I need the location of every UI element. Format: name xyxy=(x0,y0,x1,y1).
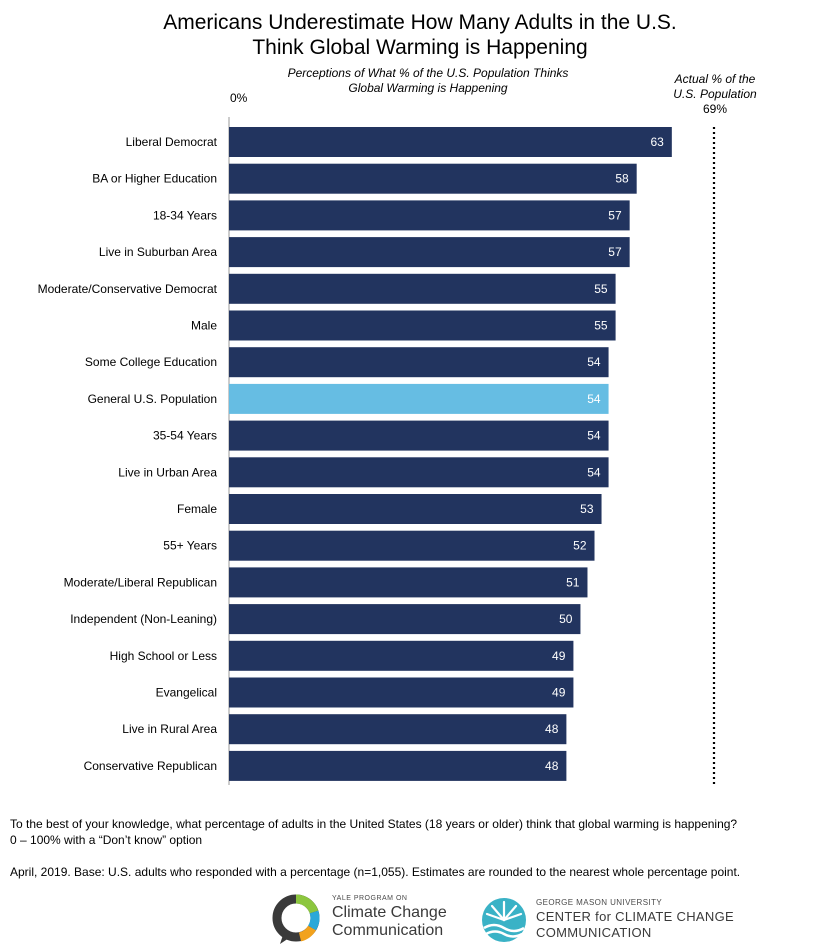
bar-chart: Liberal Democrat 63 BA or Higher Education… xyxy=(38,117,716,785)
value-label: 57 xyxy=(608,208,622,222)
category-label: Live in Rural Area xyxy=(122,722,217,736)
value-label: 55 xyxy=(594,319,608,333)
reference-label-line1: Actual % of the xyxy=(674,72,756,86)
category-label: Male xyxy=(191,319,217,333)
yale-logo-line2: Communication xyxy=(332,922,444,939)
value-label: 53 xyxy=(580,502,594,516)
bar xyxy=(229,494,602,524)
survey-base-note: April, 2019. Base: U.S. adults who respo… xyxy=(10,865,741,879)
gmu-logo-text: CENTER for CLIMATE CHANGE COMMUNICATION xyxy=(536,909,734,941)
value-label: 54 xyxy=(587,465,601,479)
bar xyxy=(229,347,609,378)
value-label: 48 xyxy=(545,759,559,773)
yale-ring-icon xyxy=(272,894,320,944)
chart-title: Americans Underestimate How Many Adults … xyxy=(0,10,840,60)
bar xyxy=(229,530,595,561)
category-label: General U.S. Population xyxy=(88,392,217,406)
gmu-climate-logo: GEORGE MASON UNIVERSITY CENTER for CLIMA… xyxy=(478,892,738,946)
category-label: 18-34 Years xyxy=(153,208,217,222)
category-label: 55+ Years xyxy=(163,539,217,553)
value-label: 54 xyxy=(587,429,601,443)
category-label: Evangelical xyxy=(156,686,217,700)
survey-question-line2: 0 – 100% with a “Don’t know” option xyxy=(10,833,203,847)
reference-value-label: 69% xyxy=(702,102,728,116)
value-label: 63 xyxy=(650,135,664,149)
bar xyxy=(229,714,567,745)
bar xyxy=(229,457,609,488)
bar xyxy=(229,750,567,781)
reference-label: Actual % of the U.S. Population 69% xyxy=(640,72,790,117)
category-label: Moderate/Liberal Republican xyxy=(64,575,217,589)
category-label: BA or Higher Education xyxy=(92,172,217,186)
category-label: Female xyxy=(177,502,217,516)
bar xyxy=(229,604,581,635)
value-label: 54 xyxy=(587,392,601,406)
yale-logo-small: YALE PROGRAM ON xyxy=(332,895,408,902)
category-label: Moderate/Conservative Democrat xyxy=(38,282,218,296)
value-label: 58 xyxy=(615,172,629,186)
chart-title-line2: Think Global Warming is Happening xyxy=(252,36,588,59)
yale-logo-text: Climate Change Communication xyxy=(332,904,447,940)
chart-subtitle-line2: Global Warming is Happening xyxy=(348,81,508,95)
bar xyxy=(229,567,588,598)
category-label: Liberal Democrat xyxy=(126,135,218,149)
bar xyxy=(229,420,609,451)
gmu-sun-icon xyxy=(482,898,526,942)
bar xyxy=(229,310,616,341)
category-label: High School or Less xyxy=(110,649,217,663)
bar xyxy=(229,273,616,304)
gmu-logo-line2: COMMUNICATION xyxy=(536,925,652,940)
yale-climate-logo: YALE PROGRAM ON Climate Change Communica… xyxy=(270,892,470,946)
category-label: Live in Suburban Area xyxy=(99,245,217,259)
category-label: Live in Urban Area xyxy=(118,465,217,479)
value-label: 54 xyxy=(587,355,601,369)
value-label: 57 xyxy=(608,245,622,259)
gmu-logo-line1: CENTER for CLIMATE CHANGE xyxy=(536,909,734,924)
yale-logo-line1: Climate Change xyxy=(332,904,447,921)
value-label: 49 xyxy=(552,686,566,700)
value-label: 50 xyxy=(559,612,573,626)
survey-question-line1: To the best of your knowledge, what perc… xyxy=(10,817,738,831)
value-label: 51 xyxy=(566,575,580,589)
bar xyxy=(229,163,637,194)
value-label: 52 xyxy=(573,539,587,553)
bar xyxy=(229,383,609,414)
chart-subtitle: Perceptions of What % of the U.S. Popula… xyxy=(258,66,598,96)
bar xyxy=(229,200,630,231)
reference-label-line2: U.S. Population xyxy=(673,87,757,101)
bar xyxy=(229,127,672,157)
category-label: Conservative Republican xyxy=(84,759,217,773)
category-label: Some College Education xyxy=(85,355,217,369)
axis-zero-label: 0% xyxy=(230,91,248,105)
bar xyxy=(229,677,574,708)
category-label: Independent (Non-Leaning) xyxy=(70,612,217,626)
survey-question: To the best of your knowledge, what perc… xyxy=(10,816,840,848)
bar xyxy=(229,237,630,268)
value-label: 49 xyxy=(552,649,566,663)
value-label: 55 xyxy=(594,282,608,296)
bar xyxy=(229,640,574,671)
chart-subtitle-line1: Perceptions of What % of the U.S. Popula… xyxy=(287,66,569,80)
chart-title-line1: Americans Underestimate How Many Adults … xyxy=(163,11,677,34)
value-label: 48 xyxy=(545,722,559,736)
gmu-logo-small: GEORGE MASON UNIVERSITY xyxy=(536,898,663,907)
category-label: 35-54 Years xyxy=(153,429,217,443)
